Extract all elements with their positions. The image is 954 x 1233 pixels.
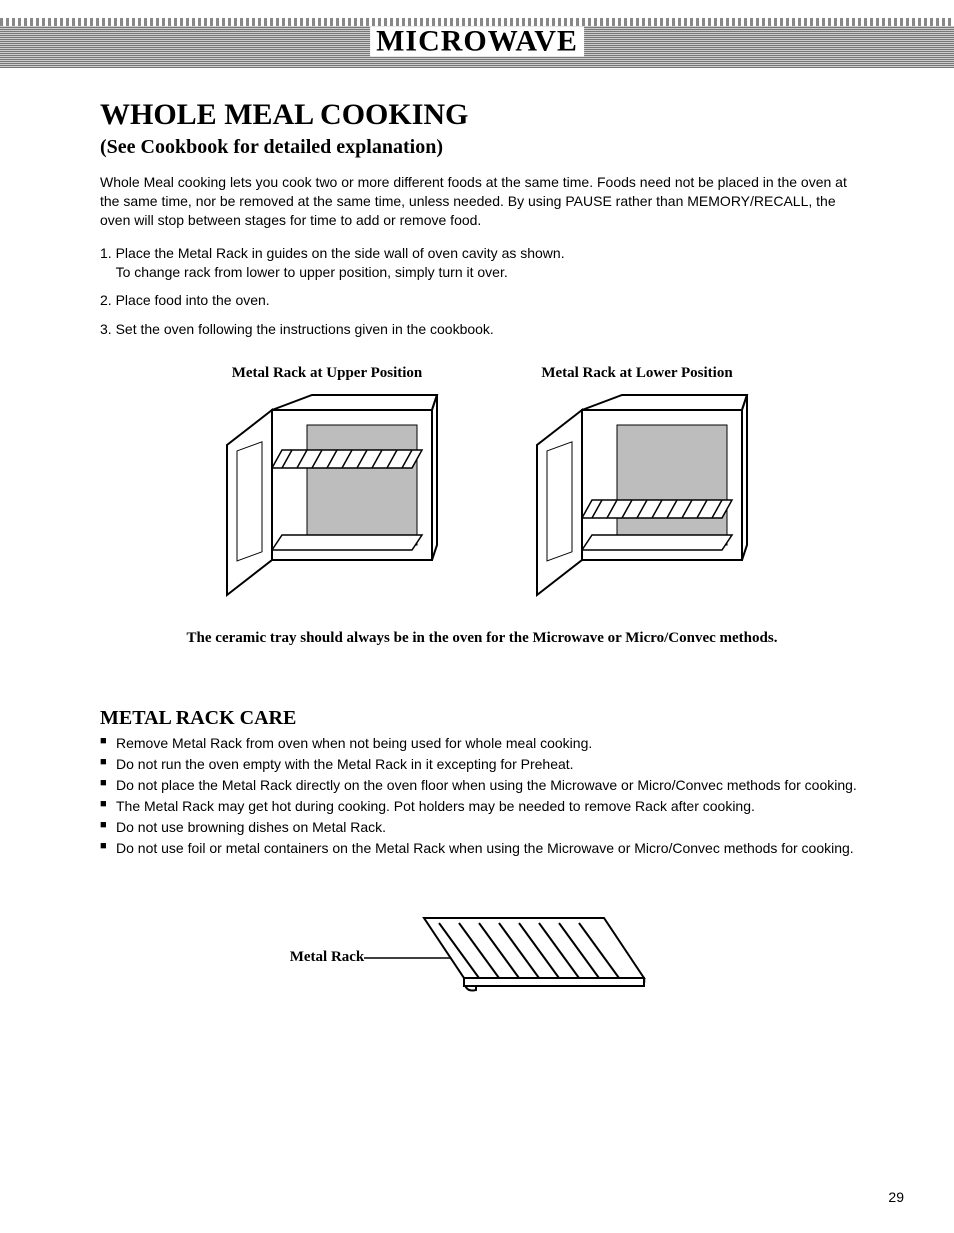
page-title: WHOLE MEAL COOKING bbox=[100, 98, 864, 132]
intro-paragraph: Whole Meal cooking lets you cook two or … bbox=[100, 173, 864, 230]
care-item: Do not place the Metal Rack directly on … bbox=[100, 776, 864, 795]
step-text2: To change rack from lower to upper posit… bbox=[116, 264, 508, 280]
step-text: Place the Metal Rack in guides on the si… bbox=[116, 245, 565, 261]
step-number: 2. bbox=[100, 292, 112, 308]
oven-upper-icon bbox=[212, 390, 442, 600]
page-subtitle: (See Cookbook for detailed explanation) bbox=[100, 136, 864, 159]
rack-care-list: Remove Metal Rack from oven when not bei… bbox=[100, 734, 864, 857]
step-item: 1. Place the Metal Rack in guides on the… bbox=[100, 244, 864, 282]
care-item: Remove Metal Rack from oven when not bei… bbox=[100, 734, 864, 753]
rack-illustration: Metal Rack bbox=[100, 898, 864, 1018]
rack-label: Metal Rack bbox=[290, 949, 365, 966]
step-number: 1. bbox=[100, 245, 112, 261]
steps-list: 1. Place the Metal Rack in guides on the… bbox=[100, 244, 864, 340]
page-content: WHOLE MEAL COOKING (See Cookbook for det… bbox=[0, 68, 954, 1018]
rack-care-heading: METAL RACK CARE bbox=[100, 707, 864, 730]
step-number: 3. bbox=[100, 321, 112, 337]
ceramic-note: The ceramic tray should always be in the… bbox=[100, 630, 864, 647]
care-item: Do not use browning dishes on Metal Rack… bbox=[100, 818, 864, 837]
oven-lower-icon bbox=[522, 390, 752, 600]
step-item: 3. Set the oven following the instructio… bbox=[100, 320, 864, 339]
header-brand: MICROWAVE bbox=[370, 27, 584, 57]
page-number: 29 bbox=[888, 1189, 904, 1205]
care-item: Do not use foil or metal containers on t… bbox=[100, 839, 864, 858]
step-text: Set the oven following the instructions … bbox=[116, 321, 494, 337]
figures-row: Metal Rack at Upper Position bbox=[100, 365, 864, 600]
figure-caption-upper: Metal Rack at Upper Position bbox=[212, 365, 442, 382]
metal-rack-icon bbox=[364, 898, 674, 1018]
step-text: Place food into the oven. bbox=[116, 292, 270, 308]
figure-caption-lower: Metal Rack at Lower Position bbox=[522, 365, 752, 382]
care-item: Do not run the oven empty with the Metal… bbox=[100, 755, 864, 774]
figure-upper: Metal Rack at Upper Position bbox=[212, 365, 442, 600]
step-item: 2. Place food into the oven. bbox=[100, 291, 864, 310]
care-item: The Metal Rack may get hot during cookin… bbox=[100, 797, 864, 816]
figure-lower: Metal Rack at Lower Position bbox=[522, 365, 752, 600]
header-band: MICROWAVE bbox=[0, 18, 954, 68]
